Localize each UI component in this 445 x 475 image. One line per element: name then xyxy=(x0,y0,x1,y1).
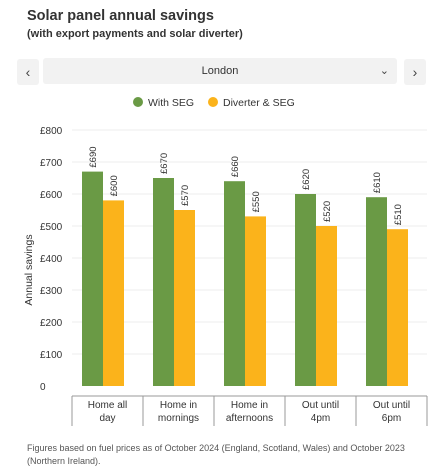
data-label: £670 xyxy=(159,153,170,174)
chart-subtitle: (with export payments and solar diverter… xyxy=(27,28,243,40)
x-category-label: Out until xyxy=(302,400,339,411)
y-tick-label: £700 xyxy=(40,158,63,169)
chevron-right-icon: › xyxy=(412,64,418,80)
bar-with-seg-1 xyxy=(82,171,103,386)
y-tick-label: 0 xyxy=(40,382,46,393)
location-select-value: London xyxy=(201,65,239,77)
previous-location-button[interactable]: ‹ xyxy=(17,59,39,85)
y-tick-label: £500 xyxy=(40,222,63,233)
bar-diverter-seg-1 xyxy=(103,200,124,386)
bar-with-seg-2 xyxy=(153,178,174,386)
data-label: £660 xyxy=(230,156,241,177)
y-tick-label: £300 xyxy=(40,286,63,297)
data-label: £610 xyxy=(372,172,383,193)
data-label: £510 xyxy=(393,204,404,225)
y-tick-label: £400 xyxy=(40,254,63,265)
x-category-label: Out until xyxy=(373,400,410,411)
legend-marker-1 xyxy=(133,97,143,107)
location-select[interactable]: London ⌄ xyxy=(43,58,397,84)
legend-marker-2 xyxy=(208,97,218,107)
data-label: £600 xyxy=(109,175,120,196)
y-axis-title: Annual savings xyxy=(23,234,35,305)
next-location-button[interactable]: › xyxy=(404,59,426,85)
x-category-label: 6pm xyxy=(382,413,401,424)
y-tick-label: £600 xyxy=(40,190,63,201)
bar-diverter-seg-2 xyxy=(174,210,195,386)
bar-with-seg-3 xyxy=(224,181,245,386)
chevron-left-icon: ‹ xyxy=(25,64,31,80)
data-label: £690 xyxy=(88,146,99,167)
legend-label-2: Diverter & SEG xyxy=(223,97,295,109)
footnote: Figures based on fuel prices as of Octob… xyxy=(27,443,405,466)
y-axis: 0 £100 £200 £300 £400 £500 £600 £700 £800 Annual … xyxy=(23,126,63,393)
x-category-label: day xyxy=(99,413,115,424)
bar-diverter-seg-5 xyxy=(387,229,408,386)
chart-legend: With SEG Diverter & SEG xyxy=(133,97,295,109)
bar-with-seg-4 xyxy=(295,194,316,386)
bar-diverter-seg-4 xyxy=(316,226,337,386)
y-tick-label: £800 xyxy=(40,126,63,137)
x-category-label: Home all xyxy=(88,400,127,411)
chart-bars: £690 £600 £670 £570 £660 £550 £620 £520 £610 £510 xyxy=(82,146,408,386)
x-category-label: mornings xyxy=(158,413,199,424)
legend-label-1: With SEG xyxy=(148,97,194,109)
x-category-label: afternoons xyxy=(226,413,273,424)
x-category-label: 4pm xyxy=(311,413,330,424)
x-category-label: Home in xyxy=(231,400,268,411)
y-tick-label: £200 xyxy=(40,318,63,329)
x-category-label: Home in xyxy=(160,400,197,411)
bar-diverter-seg-3 xyxy=(245,216,266,386)
chevron-down-icon: ⌄ xyxy=(379,65,389,77)
data-label: £550 xyxy=(251,191,262,212)
data-label: £620 xyxy=(301,169,312,190)
x-axis: Home all day Home in mornings Home in afterno… xyxy=(71,395,428,426)
chart-title: Solar panel annual savings xyxy=(27,8,214,24)
data-label: £570 xyxy=(180,185,191,206)
data-label: £520 xyxy=(322,201,333,222)
bar-with-seg-5 xyxy=(366,197,387,386)
savings-bar-chart: With SEG Diverter & SEG 0 £100 £200 £300 £400… xyxy=(23,97,428,426)
y-tick-label: £100 xyxy=(40,350,63,361)
